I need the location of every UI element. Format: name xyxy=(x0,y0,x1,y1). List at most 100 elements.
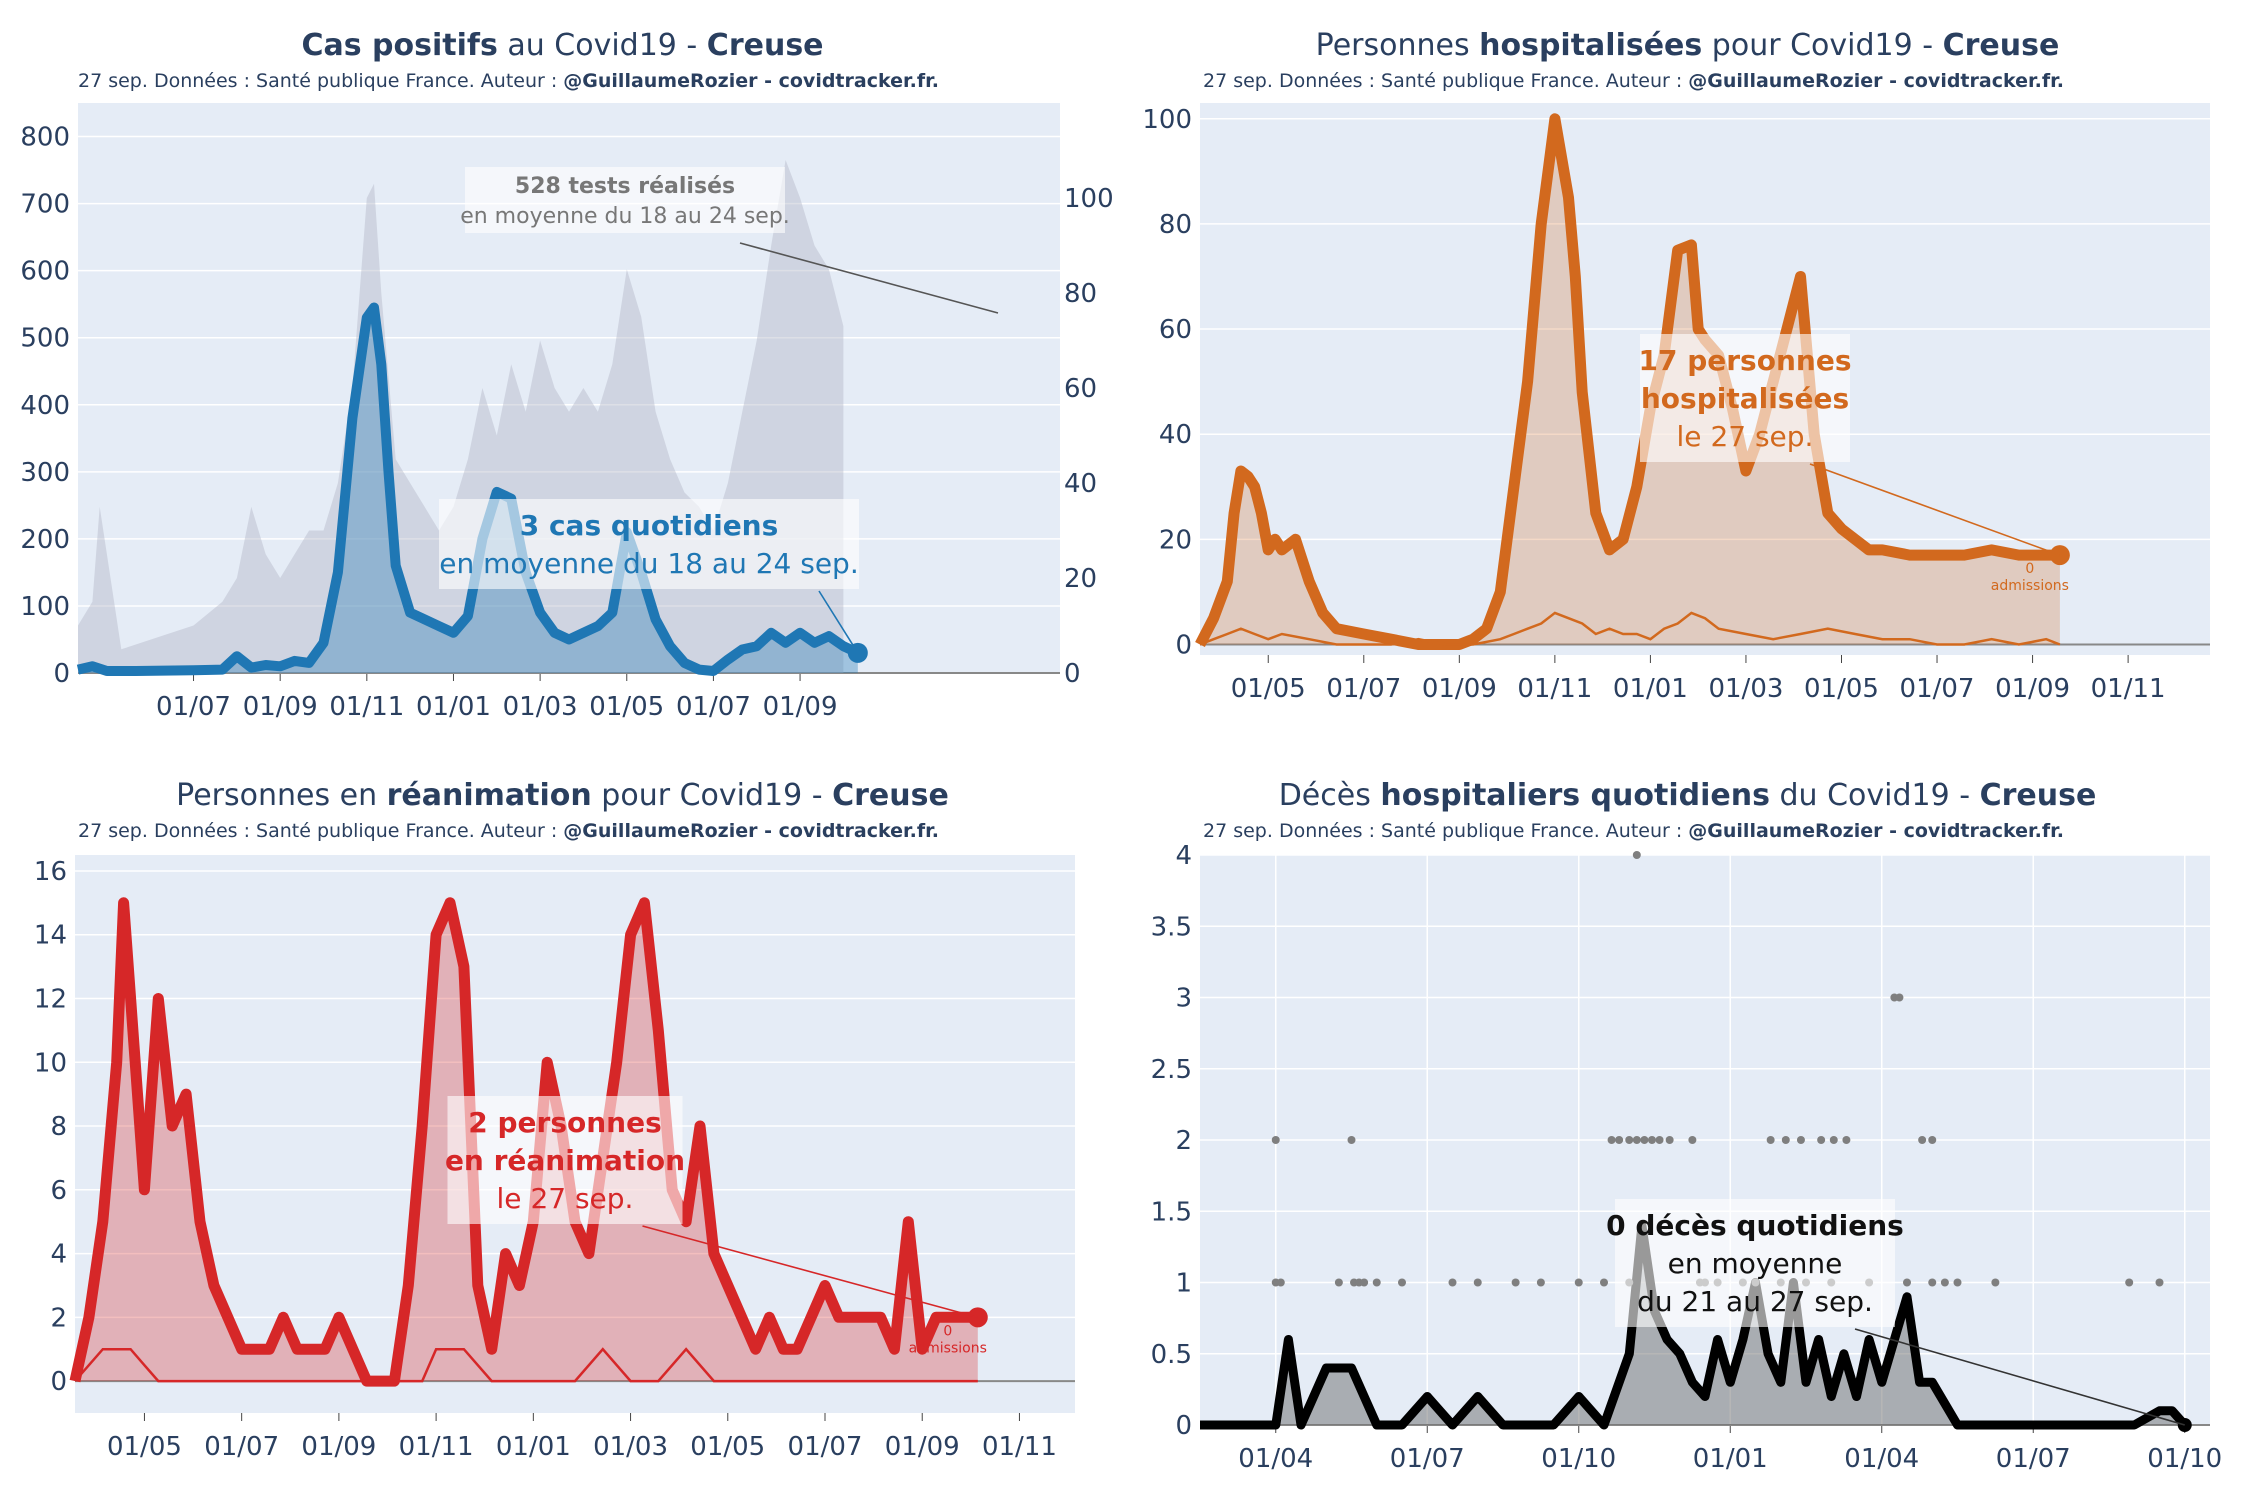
x-tick-label: 01/04 xyxy=(1844,1444,1919,1474)
annotation-arrow xyxy=(642,1225,978,1319)
chart-source: 27 sep. Données : Santé publique France.… xyxy=(78,820,940,842)
annotation-box xyxy=(1615,1199,1895,1327)
x-tick-label: 01/07 xyxy=(788,1432,863,1462)
y-tick-label: 2.5 xyxy=(1151,1055,1192,1085)
x-tick-label: 01/03 xyxy=(1708,674,1783,704)
death-point xyxy=(1781,1136,1790,1144)
y2-tick-label: 60 xyxy=(1064,374,1097,404)
y-tick-label: 10 xyxy=(34,1048,67,1078)
x-tick-label: 01/07 xyxy=(156,692,231,720)
y-tick-label: 80 xyxy=(1159,210,1192,240)
x-tick-label: 01/10 xyxy=(2147,1444,2222,1474)
death-point xyxy=(1903,1278,1911,1287)
death-point xyxy=(1640,1136,1649,1144)
death-point xyxy=(1928,1278,1937,1287)
y-tick-label: 0 xyxy=(50,1367,67,1397)
y-tick-label: 6 xyxy=(50,1176,67,1206)
death-point xyxy=(1600,1278,1608,1287)
death-point xyxy=(1511,1278,1520,1287)
death-point xyxy=(1271,1136,1280,1144)
annotation-arrow xyxy=(1854,1328,2185,1426)
death-point xyxy=(1398,1278,1406,1287)
chart-reanimation: 0 2 4 6 8 10 12 14 16 01/05 01/07 01/09 01/11 01/01 01… xyxy=(34,855,1075,1462)
x-tick-label: 01/07 xyxy=(1326,674,1401,704)
annotation-text: le 27 sep. xyxy=(497,1182,634,1215)
y-tick-label: 4 xyxy=(1175,841,1192,871)
death-point xyxy=(1953,1278,1962,1287)
annotation-box xyxy=(439,499,859,589)
death-point xyxy=(1615,1136,1624,1144)
death-point xyxy=(1448,1278,1457,1287)
chart-deces: 0 0.5 1 1.5 2 2.5 3 3.5 4 01/04 01/07 01/10 01/01 01/… xyxy=(1151,841,2223,1474)
death-point xyxy=(1766,1136,1775,1144)
y-tick-label: 600 xyxy=(20,257,70,287)
series-area xyxy=(75,902,978,1382)
chart-title: Cas positifs au Covid19 - Creuse xyxy=(301,28,824,63)
x-tick-label: 01/09 xyxy=(1422,674,1497,704)
x-tick-label: 01/04 xyxy=(1238,1444,1313,1474)
chart-hospitalisations: 0 20 40 60 80 100 01/05 01/07 01/09 01/11 01/01 01/… xyxy=(1142,103,2210,704)
y2-tick-label: 40 xyxy=(1064,469,1097,499)
x-tick-label: 01/09 xyxy=(763,692,838,720)
death-point xyxy=(1928,1136,1937,1144)
admissions-end-label: admissions xyxy=(909,1340,987,1356)
x-tick-label: 01/05 xyxy=(107,1432,182,1462)
annotation-text: en moyenne du 18 au 24 sep. xyxy=(439,547,858,580)
y-tick-label: 100 xyxy=(1142,105,1192,135)
chart-title: Personnes en réanimation pour Covid19 - … xyxy=(176,778,949,813)
x-tick-label: 01/01 xyxy=(1693,1444,1768,1474)
panel-cas-positifs: Cas positifs au Covid19 - Creuse 27 sep.… xyxy=(0,0,1125,720)
series-line xyxy=(69,897,978,1387)
annotation-text: en réanimation xyxy=(445,1144,685,1177)
admissions-end-value: 0 xyxy=(943,1323,952,1339)
y-tick-label: 300 xyxy=(20,458,70,488)
x-tick-label: 01/01 xyxy=(1613,674,1688,704)
annotation-text: en moyenne du 18 au 24 sep. xyxy=(460,204,790,229)
y-tick-label: 16 xyxy=(34,857,67,887)
annotation-text: en moyenne xyxy=(1668,1247,1843,1280)
y-tick-label: 0 xyxy=(1175,1411,1192,1441)
y-tick-label: 0 xyxy=(1175,630,1192,660)
death-point xyxy=(1372,1278,1381,1287)
y2-tick-label: 100 xyxy=(1064,184,1114,214)
annotation-text: le 27 sep. xyxy=(1677,420,1814,453)
y-tick-label: 400 xyxy=(20,391,70,421)
chart-source: 27 sep. Données : Santé publique France.… xyxy=(78,70,940,92)
annotation-arrow xyxy=(818,590,859,654)
x-tick-label: 01/07 xyxy=(676,692,751,720)
death-point xyxy=(1655,1136,1664,1144)
x-tick-label: 01/05 xyxy=(690,1432,765,1462)
death-point xyxy=(1817,1136,1826,1144)
death-point xyxy=(1473,1278,1482,1287)
x-tick-label: 01/05 xyxy=(1804,674,1879,704)
death-point xyxy=(2125,1278,2134,1287)
y-tick-label: 0.5 xyxy=(1151,1340,1192,1370)
x-tick-label: 01/11 xyxy=(1517,674,1592,704)
chart-title: Personnes hospitalisées pour Covid19 - C… xyxy=(1315,28,2060,63)
x-tick-label: 01/09 xyxy=(301,1432,376,1462)
admissions-line xyxy=(1199,611,2061,646)
y-tick-label: 0 xyxy=(53,659,70,689)
death-point xyxy=(1895,993,1904,1002)
x-tick-label: 01/11 xyxy=(329,692,404,720)
x-tick-label: 01/10 xyxy=(1541,1444,1616,1474)
annotation-text: hospitalisées xyxy=(1641,382,1849,415)
x-tick-label: 01/01 xyxy=(496,1432,571,1462)
y-tick-label: 1.5 xyxy=(1151,1197,1192,1227)
death-point xyxy=(1536,1278,1545,1287)
annotation-text: 3 cas quotidiens xyxy=(520,509,779,542)
death-point xyxy=(1647,1136,1656,1144)
series-line xyxy=(1200,1221,2189,1430)
y-tick-label: 200 xyxy=(20,525,70,555)
x-tick-label: 01/11 xyxy=(2091,674,2166,704)
death-point xyxy=(1276,1278,1285,1287)
panel-reanimation: Personnes en réanimation pour Covid19 - … xyxy=(0,750,1125,1500)
death-point xyxy=(2155,1278,2164,1287)
annotation-text: 17 personnes xyxy=(1639,344,1852,377)
y-tick-label: 800 xyxy=(20,123,70,153)
chart-source: 27 sep. Données : Santé publique France.… xyxy=(1203,820,2065,842)
admissions-line xyxy=(74,1347,978,1383)
death-point xyxy=(1574,1278,1583,1287)
death-point xyxy=(1918,1136,1927,1144)
